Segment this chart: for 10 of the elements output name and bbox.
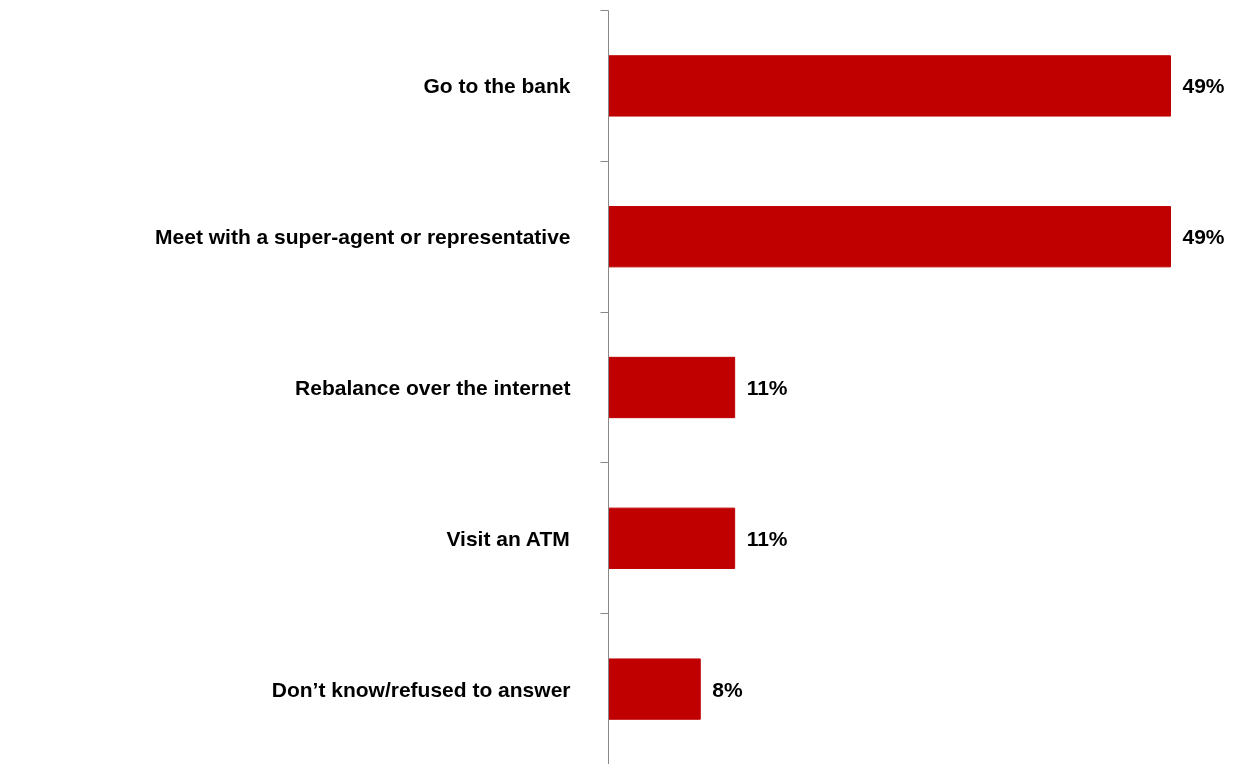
y-tick-label: Go to the bank — [423, 74, 571, 98]
data-label: 49% — [1182, 74, 1225, 98]
y-tick-label: Don’t know/refused to answer — [271, 677, 571, 701]
data-label: 8% — [712, 677, 743, 701]
y-tick-label: Meet with a super-agent or representative — [155, 225, 571, 249]
y-tick-label: Visit an ATM — [446, 526, 570, 550]
data-label: 49% — [1182, 225, 1225, 249]
data-label: 11% — [746, 526, 788, 550]
data-label: 11% — [746, 376, 788, 399]
y-tick-label: Rebalance over the internet — [295, 376, 571, 399]
